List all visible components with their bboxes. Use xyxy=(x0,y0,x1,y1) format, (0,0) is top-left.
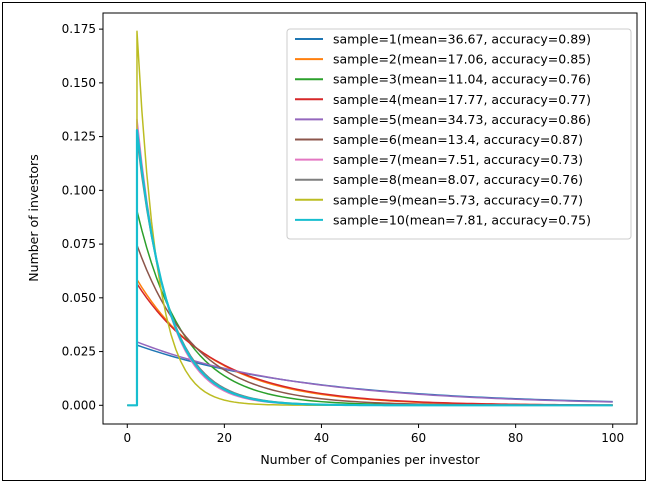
x-axis-label: Number of Companies per investor xyxy=(260,452,480,467)
legend-label: sample=2(mean=17.06, accuracy=0.85) xyxy=(333,52,591,67)
y-tick-label: 0.150 xyxy=(62,76,96,90)
y-axis: 0.000 0.025 0.050 0.075 0.100 0.125 0.150 0.175 xyxy=(62,22,103,412)
legend-label: sample=7(mean=7.51, accuracy=0.73) xyxy=(333,152,583,167)
y-tick-label: 0.050 xyxy=(62,291,96,305)
y-tick-label: 0.000 xyxy=(62,398,96,412)
y-tick-label: 0.125 xyxy=(62,130,96,144)
x-tick-label: 40 xyxy=(314,431,329,445)
legend-label: sample=6(mean=13.4, accuracy=0.87) xyxy=(333,132,583,147)
legend-label: sample=9(mean=5.73, accuracy=0.77) xyxy=(333,192,583,207)
y-tick-label: 0.100 xyxy=(62,183,96,197)
legend-label: sample=4(mean=17.77, accuracy=0.77) xyxy=(333,92,591,107)
y-tick-label: 0.025 xyxy=(62,345,96,359)
series-layer xyxy=(127,30,613,407)
legend-label: sample=5(mean=34.73, accuracy=0.86) xyxy=(333,112,591,127)
x-tick-label: 100 xyxy=(601,431,624,445)
series-line-5 xyxy=(127,341,613,407)
plot-area-frame xyxy=(102,12,638,425)
legend-label: sample=8(mean=8.07, accuracy=0.76) xyxy=(333,172,583,187)
y-tick-label: 0.175 xyxy=(62,22,96,36)
legend-label: sample=3(mean=11.04, accuracy=0.76) xyxy=(333,72,591,87)
x-tick-label: 60 xyxy=(411,431,426,445)
x-tick-label: 0 xyxy=(123,431,131,445)
y-axis-label: Number of investors xyxy=(26,154,41,281)
y-tick-label: 0.075 xyxy=(62,237,96,251)
series-line-10 xyxy=(127,129,613,407)
legend-label: sample=1(mean=36.67, accuracy=0.89) xyxy=(333,32,591,47)
legend-label: sample=10(mean=7.81, accuracy=0.75) xyxy=(333,212,591,227)
x-axis: 0 20 40 60 80 100 xyxy=(123,424,624,445)
legend: sample=1(mean=36.67, accuracy=0.89) sampl… xyxy=(286,28,632,240)
x-tick-label: 20 xyxy=(217,431,232,445)
legend-box xyxy=(286,28,632,240)
x-tick-label: 80 xyxy=(508,431,523,445)
